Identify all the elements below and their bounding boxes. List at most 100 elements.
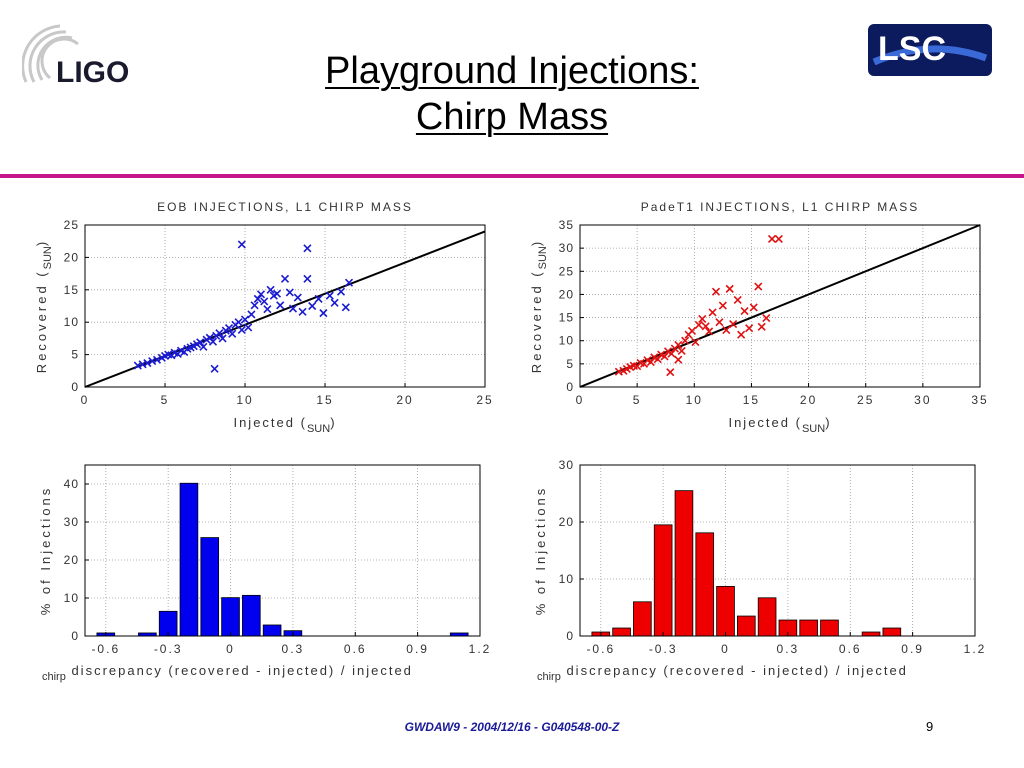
y-tick-label: 25 <box>559 264 574 278</box>
x-tick-label: 0.3 <box>777 642 800 656</box>
lsc-logo-text: LSC <box>878 30 946 68</box>
data-point <box>711 287 721 296</box>
y-tick-label: 30 <box>64 515 79 529</box>
bars <box>591 490 902 637</box>
y-tick-label: 0 <box>71 380 79 394</box>
data-point <box>677 346 686 355</box>
histogram-bar <box>200 537 220 637</box>
data-points <box>133 240 354 373</box>
padet1-scatter-chart: PadeT1 INJECTIONS, L1 CHIRP MASS 0 5 10 15 20… <box>525 195 995 445</box>
data-point <box>691 338 700 347</box>
data-point <box>303 274 312 283</box>
y-axis-label: Recovered (SUN) <box>34 239 54 373</box>
data-point <box>298 307 307 316</box>
data-point <box>138 360 147 369</box>
chart-title: EOB INJECTIONS, L1 CHIRP MASS <box>157 200 413 214</box>
reference-line <box>84 230 486 388</box>
page-number: 9 <box>926 719 934 734</box>
bars <box>96 482 469 637</box>
data-point <box>687 326 697 336</box>
data-point <box>341 303 350 312</box>
slide-title-line1: Playground Injections: <box>325 50 699 92</box>
data-point <box>276 301 285 310</box>
data-point <box>266 285 275 294</box>
x-axis-label: chirp discrepancy (recovered - injected)… <box>537 663 908 683</box>
y-tick-label: 10 <box>64 591 79 605</box>
x-tick-label: -0.6 <box>91 642 120 656</box>
data-point <box>218 334 227 343</box>
data-point <box>757 322 766 331</box>
data-point <box>319 309 328 318</box>
histogram-bar <box>242 594 261 637</box>
data-point <box>733 295 742 305</box>
histogram-bar <box>674 490 694 637</box>
y-tick-label: 10 <box>64 315 79 329</box>
histogram-bar <box>799 619 818 637</box>
histogram-svg-2: -0.6 -0.3 0 0.3 0.6 0.9 1.2 0 10 20 30 40 chirp disc… <box>38 464 489 683</box>
data-point <box>729 319 738 329</box>
data-point <box>646 357 655 367</box>
scatter-svg-0: EOB INJECTIONS, L1 CHIRP MASS 0 5 10 15 20 25 0… <box>34 200 492 435</box>
data-point <box>725 284 734 293</box>
y-tick-label: 5 <box>71 348 79 362</box>
y-tick-label: 20 <box>64 553 79 567</box>
x-axis-label: Injected (SUN) <box>728 415 831 435</box>
histogram-bar <box>179 482 199 637</box>
data-point <box>344 278 354 287</box>
slide-title: Playground Injections: Chirp Mass <box>200 48 824 140</box>
data-point <box>666 368 675 377</box>
plot-frame <box>579 224 981 388</box>
data-point <box>749 303 758 312</box>
data-point <box>148 357 157 366</box>
data-point <box>674 355 683 364</box>
x-tick-label: 5 <box>633 393 642 407</box>
data-point <box>210 364 219 373</box>
x-tick-label: 30 <box>914 393 931 407</box>
data-point <box>237 240 246 249</box>
data-point <box>740 307 749 316</box>
data-point <box>745 324 754 333</box>
y-tick-label: 25 <box>64 218 79 232</box>
y-tick-label: 30 <box>559 458 574 472</box>
y-tick-label: 35 <box>559 218 574 232</box>
data-point <box>250 301 259 310</box>
histogram-bar <box>695 532 715 637</box>
data-point <box>336 287 346 296</box>
data-point <box>152 355 162 364</box>
chart-title: PadeT1 INJECTIONS, L1 CHIRP MASS <box>641 200 920 214</box>
slide-title-line2: Chirp Mass <box>415 96 609 138</box>
eob-histogram-chart: -0.6 -0.3 0 0.3 0.6 0.9 1.2 0 10 20 30 40 chirp disc… <box>30 455 500 695</box>
footer-text: GWDAW9 - 2004/12/16 - G040548-00-Z <box>404 720 620 734</box>
data-point <box>244 323 253 332</box>
scatter-svg-1: PadeT1 INJECTIONS, L1 CHIRP MASS 0 5 10 15 20… <box>529 200 988 435</box>
data-point <box>237 325 246 335</box>
y-tick-label: 15 <box>64 283 79 297</box>
data-point <box>228 329 237 338</box>
data-point <box>705 327 714 336</box>
x-axis-label: Injected (SUN) <box>233 415 336 435</box>
x-tick-label: 10 <box>236 393 253 407</box>
data-point <box>762 313 771 323</box>
histogram-bar <box>737 615 756 637</box>
y-tick-label: 40 <box>64 477 79 491</box>
data-point <box>314 294 323 303</box>
y-tick-label: 10 <box>559 572 574 586</box>
data-points <box>614 234 783 377</box>
x-tick-label: 5 <box>161 393 170 407</box>
plot-frame <box>84 464 481 637</box>
histogram-bar <box>221 597 240 637</box>
data-point <box>708 308 717 317</box>
plot-frame <box>579 464 976 637</box>
x-tick-label: -0.6 <box>586 642 615 656</box>
x-tick-label: 25 <box>857 393 874 407</box>
data-point <box>240 315 250 324</box>
y-tick-label: 0 <box>566 380 574 394</box>
data-point <box>133 361 142 370</box>
x-tick-label: 35 <box>971 393 988 407</box>
data-point <box>260 297 269 306</box>
data-point <box>774 234 783 243</box>
x-tick-label: 10 <box>686 393 703 407</box>
y-tick-label: 0 <box>566 629 574 643</box>
x-tick-label: -0.3 <box>154 642 183 656</box>
data-point <box>224 323 234 333</box>
